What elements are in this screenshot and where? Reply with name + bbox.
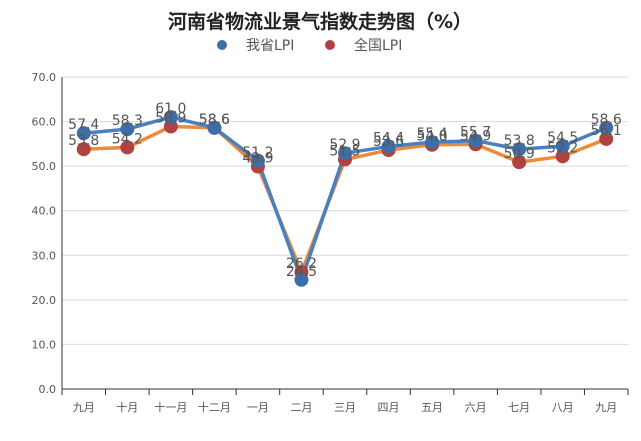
x-tick-label: 四月 [378,401,400,414]
data-label: 58.3 [112,113,143,129]
legend-label: 我省LPI [246,38,294,54]
legend: 我省LPI 全国LPI [217,37,402,54]
y-tick-label: 60.0 [32,116,57,129]
x-tick-label: 七月 [508,401,530,414]
data-label: 51.5 [329,143,360,159]
data-point [555,139,570,154]
y-tick-label: 70.0 [32,71,57,84]
data-label: 56.1 [591,123,622,139]
data-label: 53.8 [504,133,535,149]
chart-title: 河南省物流业景气指数走势图（%） [168,10,472,33]
data-point [512,155,527,170]
data-label: 58.9 [155,110,186,126]
x-tick-label: 二月 [290,401,312,414]
x-tick-label: 八月 [552,401,574,414]
series-points [76,110,614,287]
data-label: 55.7 [460,125,491,141]
data-label: 54.4 [373,131,404,147]
data-label: 54.8 [416,129,447,145]
data-label: 55.4 [416,126,447,142]
x-tick-label: 五月 [421,401,443,414]
data-label: 52.9 [329,137,360,153]
data-label: 52.2 [547,140,578,156]
x-tick-label: 一月 [247,401,269,414]
x-tick-label: 十二月 [198,400,231,414]
y-tick-label: 40.0 [32,205,57,218]
gridlines [62,76,628,345]
data-label: 54.9 [460,128,491,144]
data-label: 57.4 [68,117,99,133]
data-label: 24.5 [286,264,317,280]
data-label: 49.9 [242,151,273,167]
data-point [468,133,483,148]
data-point [120,140,135,155]
data-label: 54.2 [112,131,143,147]
y-tick-label: 50.0 [32,160,57,173]
data-point [163,110,178,125]
x-tick-label: 六月 [465,401,487,414]
data-point [294,272,309,287]
data-point [555,149,570,164]
data-label: 54.5 [547,130,578,146]
y-tick-label: 30.0 [32,249,57,262]
data-point [338,146,352,161]
legend-label: 全国LPI [354,37,402,54]
x-tick-label: 九月 [73,401,95,414]
data-point [76,126,91,141]
x-tick-label: 十月 [116,400,138,414]
axes: 0.0 10.0 20.0 30.0 40.0 50.0 60.0 70.0 九月 十月 十一月 十二… [32,71,629,414]
data-point [250,153,265,168]
data-point [512,142,527,157]
data-label: 50.9 [504,146,535,162]
data-point [599,120,614,135]
y-tick-label: 20.0 [32,294,57,307]
data-label: 53.8 [68,133,99,149]
data-labels: 57.4 58.3 61.0 58.6 51.2 24.5 52.9 54.4 55.4 55.7… [68,101,622,280]
data-label: 58.6 [591,112,622,128]
y-tick-label: 0.0 [39,383,57,396]
x-tick-label: 三月 [334,401,356,414]
data-point [120,122,135,137]
x-tick-label: 十一月 [154,400,187,414]
data-point [76,142,91,157]
data-label: 58.6 [199,112,230,128]
data-point [599,131,614,146]
y-tick-label: 10.0 [32,338,57,351]
data-point [381,139,396,154]
data-label: 51.2 [242,145,273,161]
data-label: 58.6 [199,112,230,128]
data-label: 26.2 [286,256,317,272]
x-tick-label: 九月 [595,401,617,414]
legend-marker [217,40,227,50]
data-point [425,135,440,150]
data-label: 53.6 [373,134,404,150]
data-point [207,120,222,135]
legend-marker [325,40,335,50]
data-label: 61.0 [155,101,186,117]
